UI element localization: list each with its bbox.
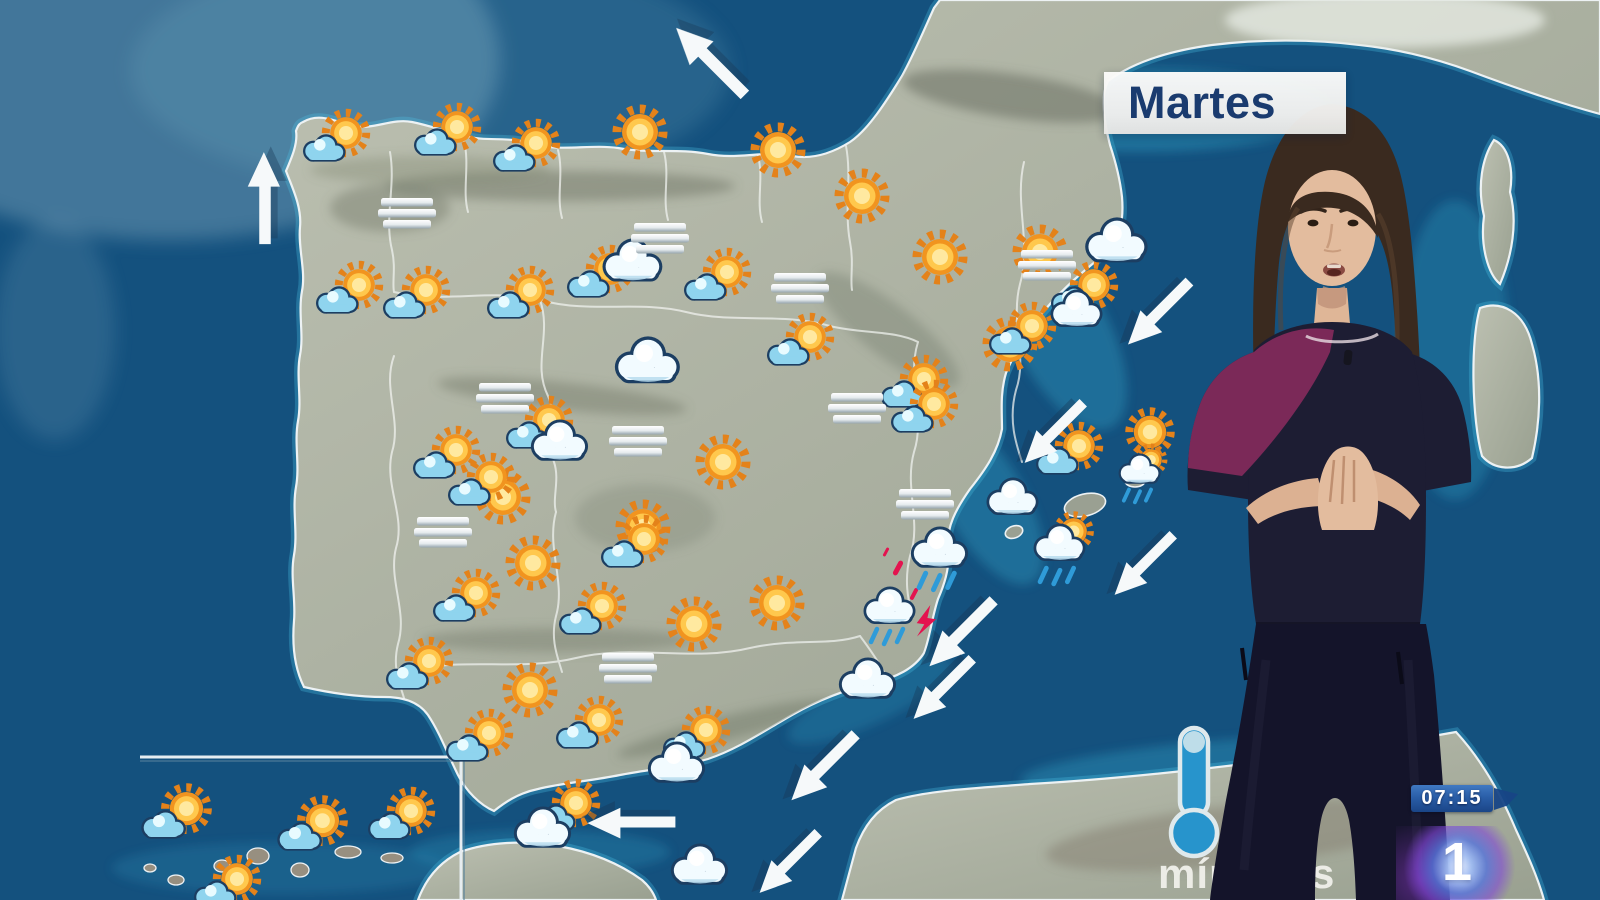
clock-badge: 07:15 <box>1411 785 1493 812</box>
weather-icon-fog <box>828 393 886 424</box>
day-label: Martes <box>1128 77 1277 128</box>
weather-icon-fog <box>771 273 829 304</box>
presenter-hands <box>1246 446 1420 530</box>
clock-time: 07:15 <box>1421 787 1483 809</box>
weather-icon-fog <box>631 223 689 254</box>
weather-icon-fog <box>1018 250 1076 281</box>
canary-islands-inset <box>140 755 465 900</box>
weather-icon-fog <box>378 198 436 229</box>
weather-icon-fog <box>599 653 657 684</box>
presenter-hair <box>1253 104 1423 456</box>
thermometer-icon <box>1168 725 1220 859</box>
land-layer <box>286 0 1600 900</box>
day-banner: Martes <box>1104 72 1346 134</box>
weather-icon-fog <box>476 383 534 414</box>
weather-icon-fog <box>414 517 472 548</box>
weather-icon-fog <box>896 489 954 520</box>
weather-presenter <box>1187 104 1472 900</box>
channel-logo: 1 <box>1396 826 1518 900</box>
channel-logo-number: 1 <box>1441 832 1473 892</box>
terrain-shading <box>310 0 1545 872</box>
weather-icon-fog <box>609 426 667 457</box>
presenter-top-purple-panel <box>1188 328 1334 476</box>
